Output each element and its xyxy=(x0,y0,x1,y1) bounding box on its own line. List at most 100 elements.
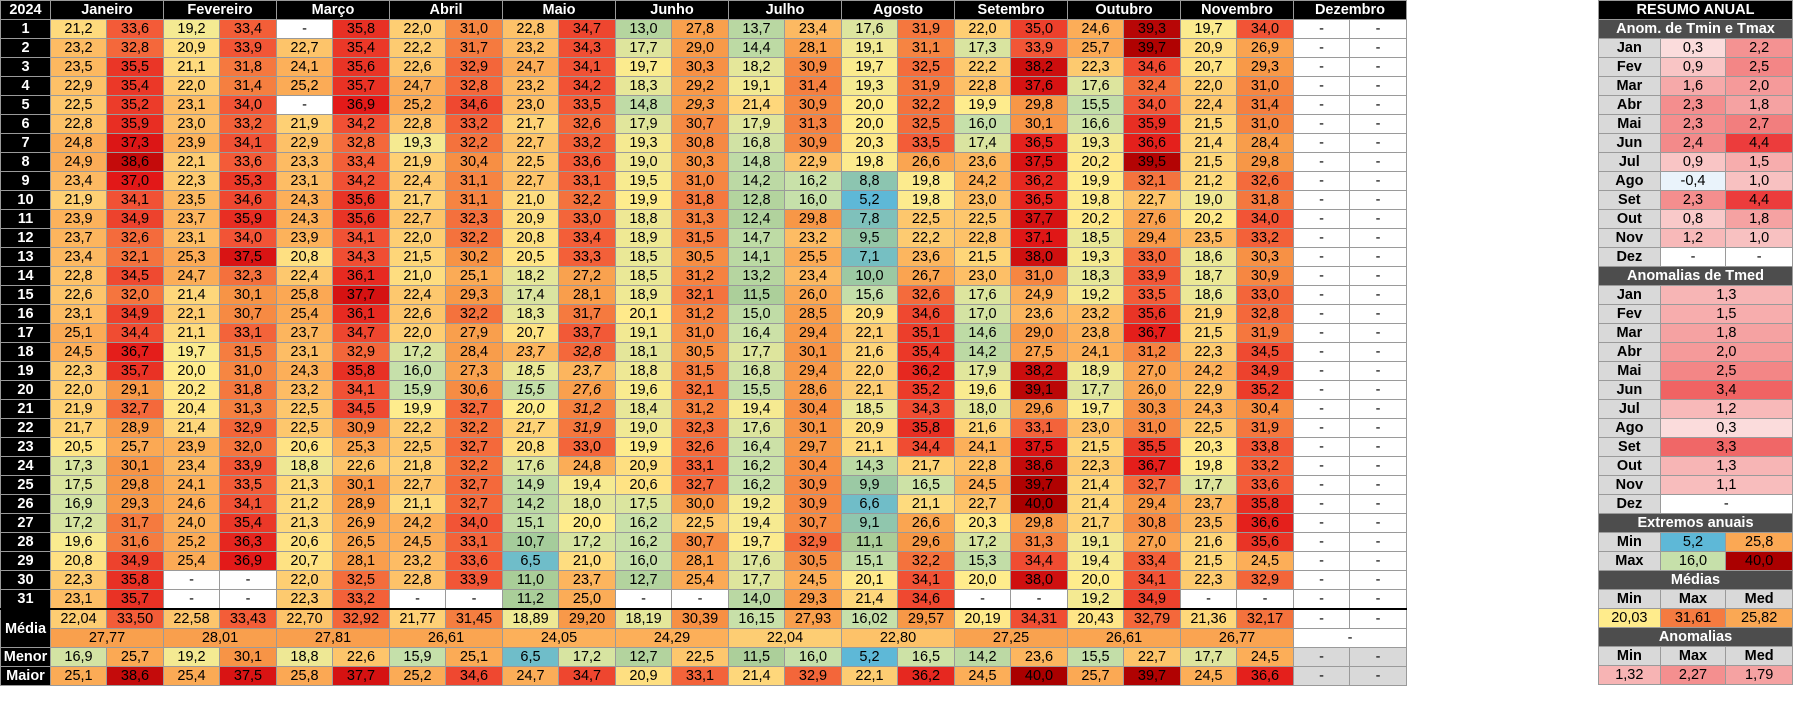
tmax-cell: 33,7 xyxy=(558,323,616,343)
tmin-cell: 23,7 xyxy=(50,228,107,248)
tmin-cell: - xyxy=(1293,247,1350,267)
tmin-cell: 15,5 xyxy=(502,380,559,400)
tmax-cell: 31,0 xyxy=(1236,76,1294,96)
tmin-cell: 18,5 xyxy=(841,399,898,419)
tmin-cell: 18,8 xyxy=(276,456,333,476)
tmin-cell: 16,2 xyxy=(728,475,785,495)
day-number: 7 xyxy=(0,133,51,153)
tmin-cell: 18,5 xyxy=(615,266,672,286)
tmin-cell: 22,7 xyxy=(389,209,446,229)
tmed-month-label: Out xyxy=(1598,456,1661,476)
tmin-cell: 20,2 xyxy=(1067,152,1124,172)
tmax-cell: 32,8 xyxy=(445,76,503,96)
tmax-cell: 39,5 xyxy=(1123,152,1181,172)
tmax-cell: 29,2 xyxy=(671,76,729,96)
tmin-cell: 22,0 xyxy=(389,228,446,248)
tmax-cell: 35,6 xyxy=(332,57,390,77)
tmin-cell: 22,1 xyxy=(163,304,220,324)
tmax-cell: 34,1 xyxy=(219,133,277,153)
tmax-cell: 31,1 xyxy=(445,190,503,210)
month-header-6: Junho xyxy=(615,0,729,20)
tmin-cell: 21,3 xyxy=(276,475,333,495)
tmax-cell: - xyxy=(1349,38,1407,58)
tmin-cell: 24,2 xyxy=(389,513,446,533)
tmax-cell: 32,7 xyxy=(445,475,503,495)
tmin-cell: 25,2 xyxy=(389,95,446,115)
tmin-cell: 21,1 xyxy=(163,57,220,77)
tmax-cell: 35,8 xyxy=(332,19,390,39)
tmax-cell: 34,7 xyxy=(332,323,390,343)
tmax-cell: 26,0 xyxy=(784,285,842,305)
tmin-cell: - xyxy=(389,589,446,610)
tmax-cell: 30,5 xyxy=(784,551,842,571)
tmax-cell: 34,0 xyxy=(445,513,503,533)
tmax-cell: 17,2 xyxy=(558,532,616,552)
tmin-cell: 23,7 xyxy=(276,323,333,343)
tmax-cell: 30,9 xyxy=(784,95,842,115)
tmin-cell: 16,4 xyxy=(728,323,785,343)
tmax-cell: 34,2 xyxy=(332,114,390,134)
tmax-cell: 31,8 xyxy=(1236,190,1294,210)
tmin-cell: 19,4 xyxy=(728,399,785,419)
tmax-cell: 31,2 xyxy=(1123,342,1181,362)
means-value: 31,61 xyxy=(1659,608,1727,628)
tmin-cell: 23,8 xyxy=(1067,323,1124,343)
tmin-cell: 16,9 xyxy=(50,494,107,514)
menor-label: Menor xyxy=(0,647,51,667)
anomaly-month-label: Mar xyxy=(1598,76,1661,96)
tmin-cell: 23,1 xyxy=(163,95,220,115)
tmin-cell: 22,5 xyxy=(954,209,1011,229)
tmin-cell: 24,9 xyxy=(50,152,107,172)
tmin-cell: 19,7 xyxy=(1067,399,1124,419)
tmin-cell: 19,6 xyxy=(50,532,107,552)
tmin-cell: - xyxy=(276,95,333,115)
tmax-cell: 31,9 xyxy=(558,418,616,438)
tmin-anomaly-value: 2,4 xyxy=(1659,133,1727,153)
tmin-cell: - xyxy=(1293,152,1350,172)
tmax-cell: 35,7 xyxy=(332,76,390,96)
maior-value: 36,6 xyxy=(1236,666,1294,686)
day-row: 2 23,2 32,8 20,9 33,9 22,7 35,4 22,2 31,7 23,2 34,… xyxy=(0,38,1407,58)
tmin-cell: 23,4 xyxy=(50,171,107,191)
tmin-cell: 18,6 xyxy=(1180,285,1237,305)
tmax-cell: 29,0 xyxy=(1010,323,1068,343)
tmin-cell: 23,4 xyxy=(163,456,220,476)
tmax-cell: 33,2 xyxy=(445,114,503,134)
tmin-cell: 24,6 xyxy=(163,494,220,514)
tmin-cell: 22,4 xyxy=(1180,95,1237,115)
tmax-cell: 32,8 xyxy=(1236,304,1294,324)
tmax-cell: 28,6 xyxy=(784,380,842,400)
tmin-cell: 22,9 xyxy=(50,76,107,96)
tmax-cell: 32,9 xyxy=(784,532,842,552)
tmax-cell: 35,7 xyxy=(106,589,164,610)
tmax-cell: 19,8 xyxy=(897,171,955,191)
tmax-cell: 31,0 xyxy=(219,361,277,381)
tmax-cell: 30,8 xyxy=(1123,513,1181,533)
tmax-cell: 28,9 xyxy=(106,418,164,438)
tmax-cell: 32,8 xyxy=(332,133,390,153)
day-number: 9 xyxy=(0,171,51,191)
tmax-cell: 31,7 xyxy=(106,513,164,533)
tmin-anomaly-value: -0,4 xyxy=(1659,171,1727,191)
tmin-cell: 14,0 xyxy=(728,589,785,610)
tmin-cell: 23,0 xyxy=(954,266,1011,286)
maior-value: 32,9 xyxy=(784,666,842,686)
tmin-cell: 16,8 xyxy=(728,361,785,381)
tmax-cell: 26,9 xyxy=(1236,38,1294,58)
tmax-cell: 23,2 xyxy=(784,228,842,248)
tmax-cell: 36,2 xyxy=(897,361,955,381)
tmin-cell: 17,9 xyxy=(954,361,1011,381)
tmin-cell: 24,5 xyxy=(389,532,446,552)
tmax-cell: 31,0 xyxy=(1236,114,1294,134)
day-number: 29 xyxy=(0,551,51,571)
tmin-cell: 15,1 xyxy=(841,551,898,571)
tmax-cell: 28,4 xyxy=(1236,133,1294,153)
tmin-cell: 20,6 xyxy=(615,475,672,495)
tmax-cell: 37,6 xyxy=(1010,76,1068,96)
tmax-cell: 30,3 xyxy=(671,57,729,77)
menor-value: 11,5 xyxy=(728,647,785,667)
anomaly-minmax-title: Anom. de Tmin e Tmax xyxy=(1598,19,1793,39)
tmin-cell: 14,3 xyxy=(841,456,898,476)
month-header-1: Janeiro xyxy=(50,0,164,20)
tmin-cell: - xyxy=(1293,342,1350,362)
